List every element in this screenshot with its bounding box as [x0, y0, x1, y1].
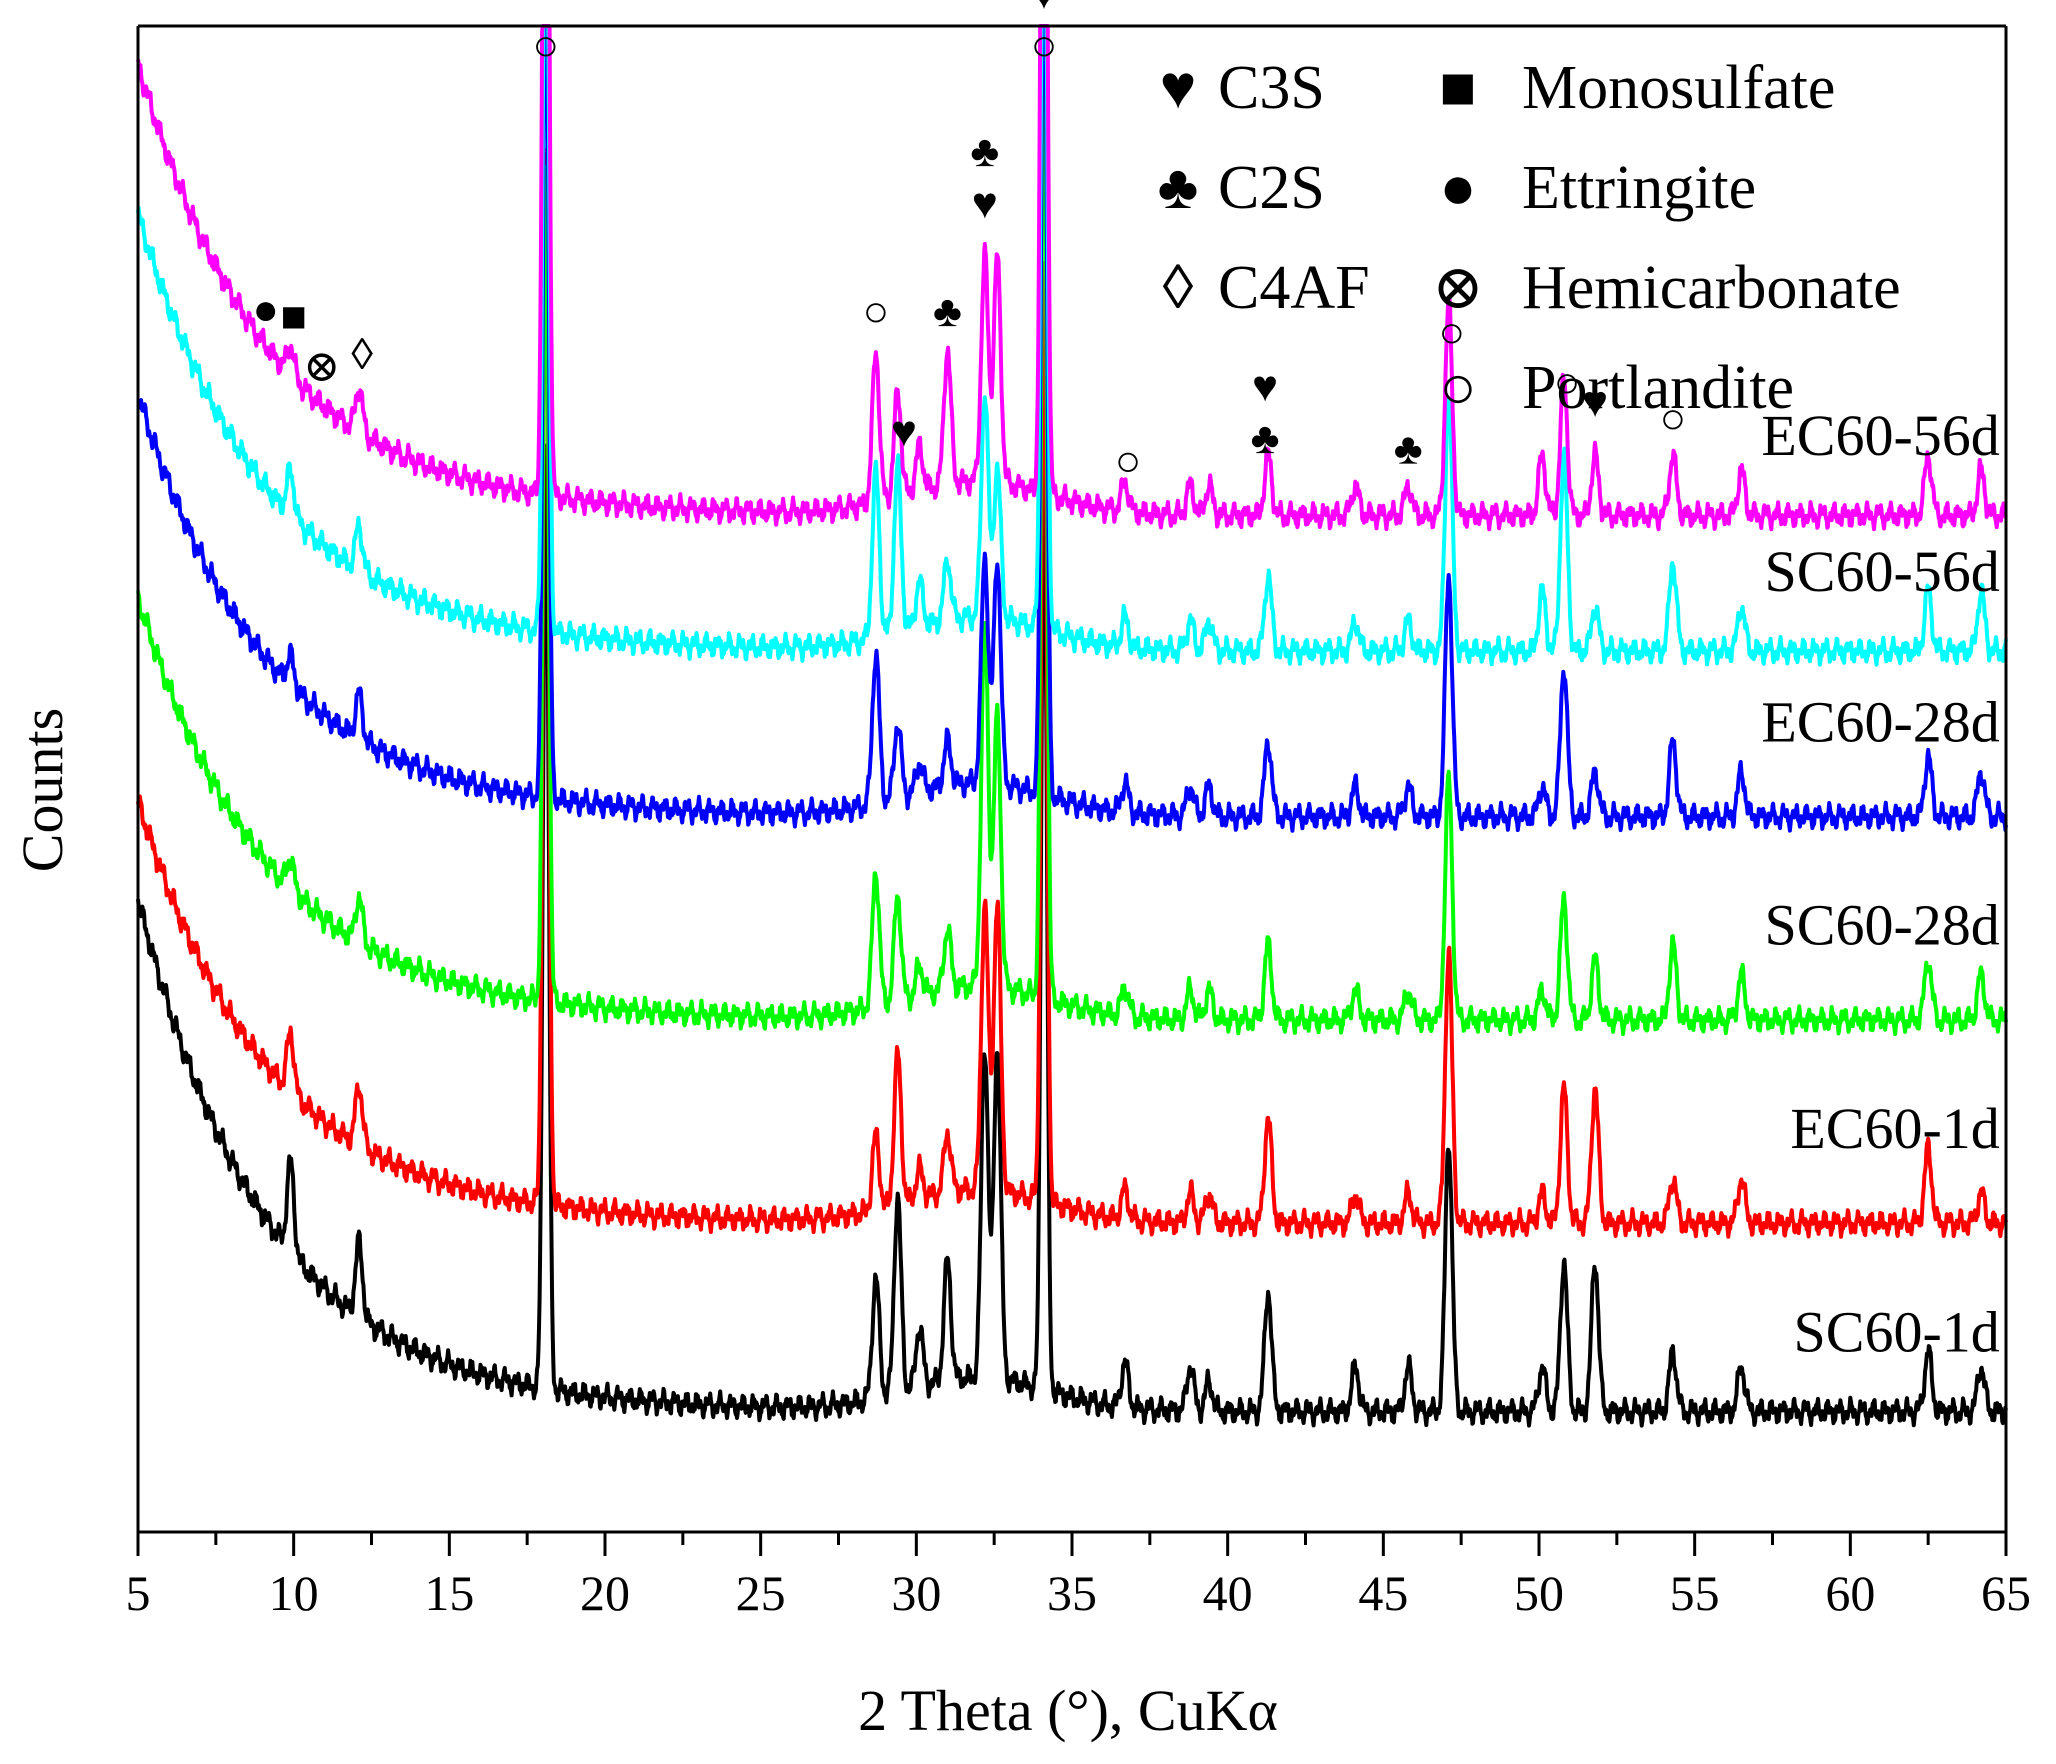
peak-annotation-marker: ○ — [1115, 436, 1142, 485]
x-tick-label: 10 — [269, 1565, 319, 1621]
series-line-ec60-28d — [136, 24, 2008, 833]
axis-layer: 5 10 15 20 25 30 35 40 45 50 55 60 65 — [126, 24, 2031, 1621]
y-axis-title: Counts — [10, 708, 75, 872]
series-label-sc60-56d: SC60-56d — [1765, 539, 2000, 604]
legend-symbol: ○ — [1439, 354, 1476, 422]
series-line-sc60-1d — [136, 443, 2008, 1428]
series-layer — [136, 24, 2008, 1428]
peak-annotation-marker: ♥ — [1252, 362, 1278, 411]
peak-annotation-marker: ♥ — [1582, 378, 1608, 427]
peak-annotation-marker: ● — [252, 285, 279, 334]
peak-annotation-marker: ◊ — [351, 330, 373, 379]
series-line-sc60-56d — [136, 24, 2008, 667]
series-label-sc60-1d: SC60-1d — [1794, 1299, 2000, 1364]
series-line-sc60-28d — [136, 24, 2008, 1036]
x-tick-label: 60 — [1825, 1565, 1875, 1621]
x-tick-label: 35 — [1047, 1565, 1097, 1621]
x-tick-label: 5 — [126, 1565, 151, 1621]
peak-annotation-marker: ♥ — [1031, 0, 1057, 18]
legend-symbol: ■ — [1439, 54, 1476, 122]
legend-label: C3S — [1218, 54, 1325, 122]
legend-symbol: ● — [1439, 154, 1476, 222]
x-axis-title: 2 Theta (°), CuKα — [858, 1678, 1278, 1743]
peak-annotation-marker: ⊗ — [303, 342, 340, 391]
x-tick-label: 65 — [1981, 1565, 2031, 1621]
peak-annotation-marker: ■ — [280, 292, 307, 341]
peak-annotation-marker: ♣ — [970, 127, 999, 176]
series-label-ec60-28d: EC60-28d — [1761, 689, 1999, 754]
series-line-ec60-56d — [136, 24, 2008, 532]
legend-label: Hemicarbonate — [1522, 254, 1901, 322]
x-tick-label: 20 — [580, 1565, 630, 1621]
peak-annotation-marker: ○ — [1031, 21, 1058, 70]
x-tick-label: 55 — [1670, 1565, 1720, 1621]
peak-annotation-marker: ○ — [1439, 308, 1466, 357]
peak-annotation-marker: ♥ — [972, 179, 998, 228]
x-tick-label: 45 — [1358, 1565, 1408, 1621]
peak-annotation-marker: ♣ — [1251, 414, 1280, 463]
x-tick-label: 15 — [424, 1565, 474, 1621]
x-tick-label: 40 — [1203, 1565, 1253, 1621]
x-tick-label: 50 — [1514, 1565, 1564, 1621]
x-tick-label: 25 — [736, 1565, 786, 1621]
legend: ♥ C3S ♣ C2S ◊ C4AF ■ Monosulfate ● Ettringite ⊗ Hem… — [1158, 54, 1901, 422]
peak-annotation-marker: ○ — [1660, 394, 1687, 443]
legend-symbol: ♥ — [1160, 54, 1197, 122]
peak-annotation-marker: ♥ — [891, 407, 917, 456]
peak-annotation-marker: ○ — [863, 287, 890, 336]
peak-annotation-marker: ○ — [1554, 358, 1581, 407]
x-tick-label: 30 — [891, 1565, 941, 1621]
legend-symbol: ⊗ — [1432, 254, 1484, 322]
series-label-ec60-56d: EC60-56d — [1761, 403, 1999, 468]
legend-label: Ettringite — [1522, 154, 1756, 222]
peak-annotation-marker: ♣ — [1394, 424, 1423, 473]
peak-annotation-marker: ♣ — [933, 287, 962, 336]
legend-label: Portlandite — [1522, 354, 1794, 422]
label-layer: SC60-1d EC60-1d SC60-28d EC60-28d SC60-56d EC… — [1761, 403, 1999, 1364]
series-label-ec60-1d: EC60-1d — [1790, 1096, 1999, 1161]
annotation-layer: ●■◊⊗○○♥♣♥♣○♥○♣♥♣○○♥○ — [252, 0, 1686, 485]
legend-label: Monosulfate — [1522, 54, 1835, 122]
peak-annotation-marker: ○ — [533, 21, 560, 70]
legend-label: C2S — [1218, 154, 1325, 222]
legend-symbol: ◊ — [1163, 254, 1194, 322]
legend-label: C4AF — [1218, 254, 1370, 322]
series-label-sc60-28d: SC60-28d — [1765, 893, 2000, 958]
legend-symbol: ♣ — [1158, 154, 1199, 222]
series-line-ec60-1d — [136, 148, 2008, 1239]
